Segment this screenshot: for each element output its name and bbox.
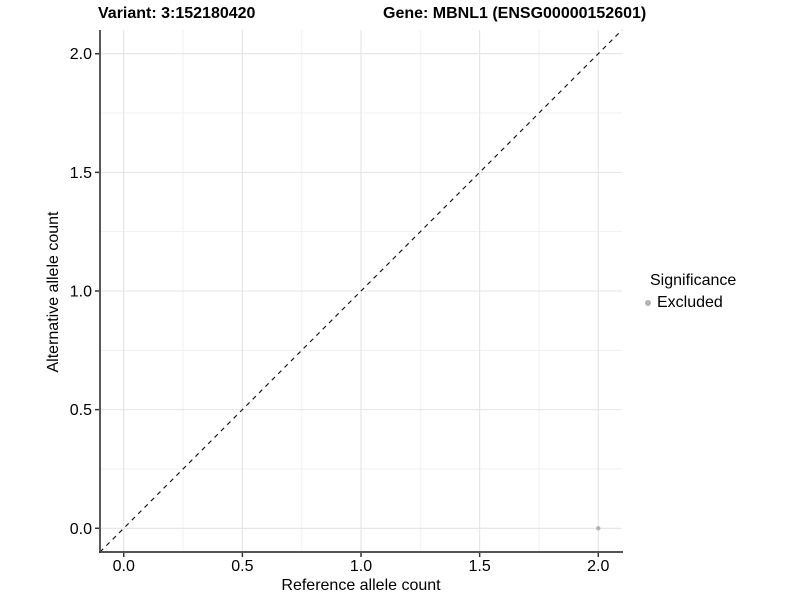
legend-item-label: Excluded [657,294,723,311]
y-tick-label: 0.5 [70,402,92,419]
legend-item-excluded: Excluded [644,293,736,312]
y-tick-label: 1.0 [70,284,92,301]
identity-reference-line [99,29,623,553]
legend-point-icon [645,299,651,306]
x-tick-label: 0.5 [231,558,253,575]
legend-title: Significance [650,272,737,289]
y-axis-title: Alternative allele count [45,211,62,373]
variant-title: Variant: 3:152180420 [98,5,256,22]
data-point-excluded [596,526,601,531]
x-axis-title: Reference allele count [281,577,441,594]
y-tick-label: 0.0 [70,521,92,538]
x-tick-label: 2.0 [587,558,609,575]
y-tick-label: 2.0 [70,46,92,63]
x-tick-label: 1.5 [469,558,491,575]
legend: Significance Excluded [644,271,736,312]
x-tick-label: 0.0 [113,558,135,575]
x-tick-label: 1.0 [350,558,372,575]
y-tick-label: 1.5 [70,165,92,182]
gene-title: Gene: MBNL1 (ENSG00000152601) [383,5,647,22]
